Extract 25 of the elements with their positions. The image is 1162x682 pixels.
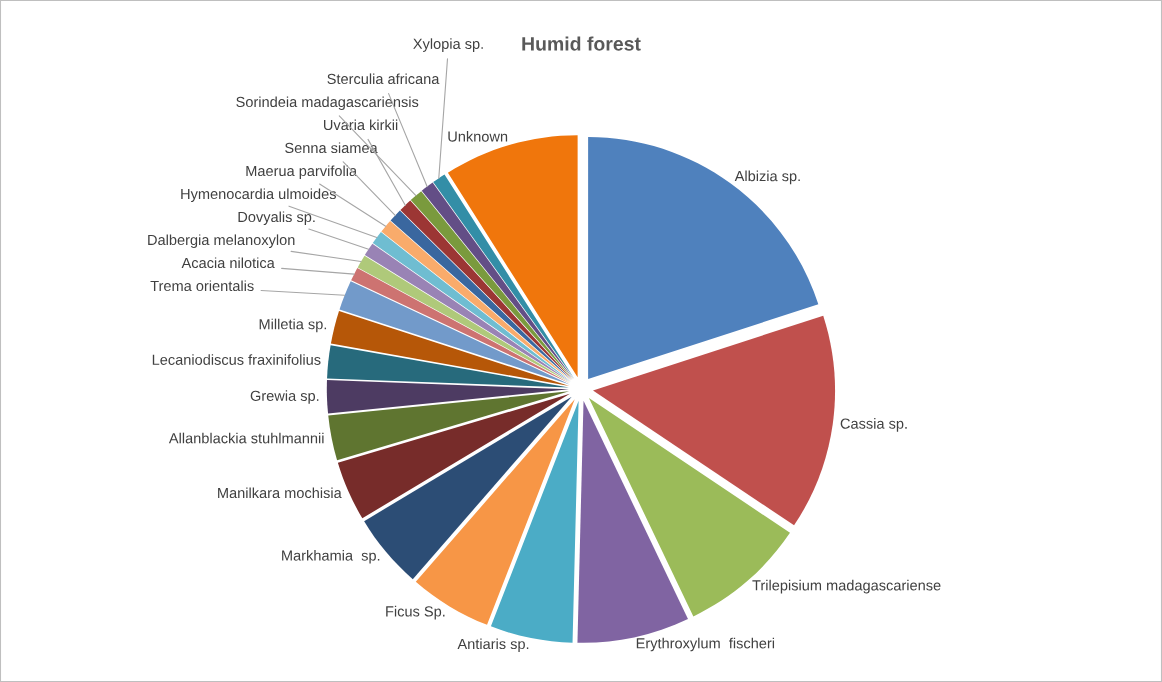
slice-label: Dalbergia melanoxylon [148,234,295,248]
slice-label: Erythroxylum fischeri [636,637,775,652]
slice-label: Sterculia africana [327,73,440,85]
slice-label: Cassia sp. [840,418,907,432]
chart-title: Humid forest [522,36,641,51]
slice-label: Milletia sp. [259,318,327,333]
slice-label: Allanblackia stuhlmannii [168,432,324,444]
slice-label: Uvaria kirkii [324,119,398,131]
slice-label: Dovyalis sp. [238,211,315,225]
slice-label: Antiaris sp. [457,638,529,652]
slice-label: Xylopia sp. [413,38,483,52]
slice-label: Markhamia sp. [282,549,380,564]
slice-label: Sorindeia madagascariensis [236,96,419,110]
slice-label: Maerua parvifolia [246,165,358,179]
slice-label: Ficus Sp. [386,605,445,620]
slice-label: Acacia nilotica [181,257,275,269]
slice-label: Trilepisium madagascariense [752,579,941,594]
slice-label: Lecaniodiscus fraxinifolius [152,354,321,365]
slice-label: Unknown [448,130,508,142]
slice-label: Senna siamea [285,142,378,154]
slice-label: Hymenocardia ulmoides [181,188,336,202]
slice-label: Albizia sp. [734,170,800,185]
slice-label: Grewia sp. [250,390,319,404]
slice-label: Trema orientalis [150,280,254,292]
slice-label: Manilkara mochisia [218,487,342,499]
